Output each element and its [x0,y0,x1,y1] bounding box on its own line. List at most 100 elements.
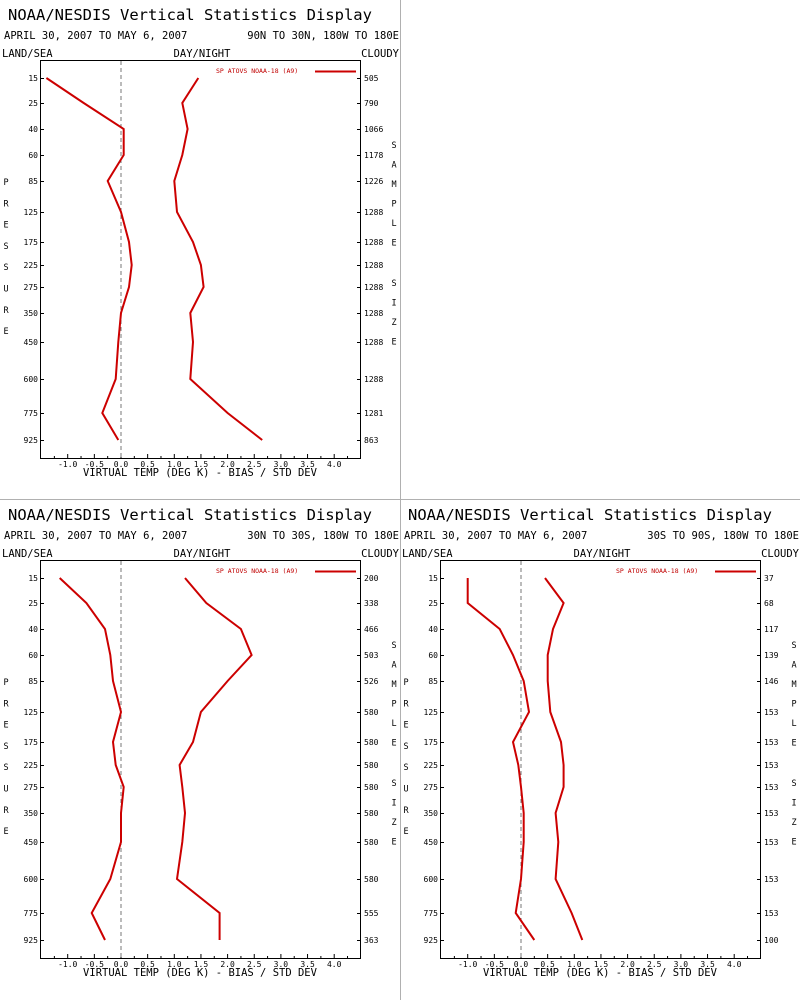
x-tick-label: 3.5 [300,460,315,469]
pressure-axis-letter: S [3,742,8,752]
sample-axis-letter: S [791,779,796,789]
sample-axis-letter: M [791,680,796,690]
pressure-axis-letter: E [3,327,8,337]
sample-axis-letter: E [391,338,396,348]
panel-title: NOAA/NESDIS Vertical Statistics Display [408,506,772,524]
pressure-tick-label: 25 [428,599,438,608]
sample-size-label: 139 [764,651,779,660]
pressure-tick-label: 600 [24,875,39,884]
date-range: APRIL 30, 2007 TO MAY 6, 2007 [4,30,187,42]
pressure-axis-letter: S [3,763,8,773]
sample-axis-letter: L [391,219,396,229]
sample-axis-letter: L [391,719,396,729]
pressure-tick-labels: 15 25 40 60 85 125 175 225 275 350 450 600 775 925 [24,74,44,445]
plot-frame [40,60,361,459]
sample-size-label: 503 [364,651,379,660]
sample-size-label: 153 [764,738,779,747]
pressure-axis-letter: P [3,178,8,188]
x-tick-label: 4.0 [327,460,342,469]
panel-30s-90s: NOAA/NESDIS Vertical Statistics Display … [402,506,800,979]
pressure-axis-letter: P [403,678,408,688]
x-tick-label: -1.0 [58,960,77,969]
sample-size-label: 338 [364,599,379,608]
pressure-tick-label: 350 [24,309,39,318]
sample-size-label: 580 [364,875,379,884]
sample-size-label: 505 [364,74,379,83]
x-axis-label: VIRTUAL TEMP (DEG K) - BIAS / STD DEV [83,967,318,979]
sample-axis-letter: A [391,161,396,171]
pressure-tick-label: 40 [428,625,438,634]
sample-size-label: 1288 [364,375,383,384]
pressure-tick-labels: 15 25 40 60 85 125 175 225 275 350 450 600 775 925 [424,574,444,945]
pressure-tick-label: 85 [428,677,438,686]
pressure-axis-letter: S [403,763,408,773]
sample-axis-letter: E [391,739,396,749]
sample-axis-letter: E [391,239,396,249]
pressure-tick-label: 40 [28,125,38,134]
sample-size-label: 153 [764,809,779,818]
sample-size-label: 580 [364,761,379,770]
pressure-tick-label: 60 [28,651,38,660]
x-tick-label: -1.0 [58,460,77,469]
pressure-tick-label: 450 [424,838,439,847]
sample-axis-letter: P [791,700,796,710]
std-dev-line [175,577,253,940]
date-range: APRIL 30, 2007 TO MAY 6, 2007 [404,530,587,542]
sample-axis-letter: Z [391,318,396,328]
x-tick-label: 0.5 [540,960,555,969]
cloudy-label: CLOUDY [361,48,400,60]
sample-size-label: 863 [364,436,379,445]
date-range: APRIL 30, 2007 TO MAY 6, 2007 [4,530,187,542]
region-label: 90N TO 30N, 180W TO 180E [247,30,399,42]
std-dev-line [173,77,263,441]
sample-size-label: 580 [364,738,379,747]
panel-30n-30s: NOAA/NESDIS Vertical Statistics Display … [2,506,400,979]
panel-90n-30n: NOAA/NESDIS Vertical Statistics Display … [2,6,400,479]
pressure-axis-label: P R E S S U R E [403,678,409,837]
pressure-tick-label: 125 [424,708,439,717]
sample-size-label: 1066 [364,125,383,134]
sample-axis-letter: E [791,739,796,749]
x-tick-labels: -1.0 -0.5 0.0 0.5 1.0 1.5 2.0 2.5 3.0 3.5 4.0 [53,954,349,969]
sample-size-label: 580 [364,708,379,717]
x-tick-label: 1.0 [167,460,182,469]
sample-size-label: 200 [364,574,379,583]
pressure-tick-label: 350 [424,809,439,818]
sample-size-label: 146 [764,677,779,686]
sample-axis-letter: I [391,299,396,309]
sample-size-label: 153 [764,761,779,770]
legend-label: SP ATOVS NOAA-18 (A9) [216,67,298,75]
sample-size-label: 153 [764,783,779,792]
sample-size-label: 580 [364,838,379,847]
pressure-tick-label: 15 [428,574,438,583]
pressure-tick-label: 125 [24,708,39,717]
x-tick-label: 0.5 [140,960,155,969]
sample-size-labels: 505 790 1066 1178 1226 1288 1288 1288 1288 1288 12… [357,74,383,445]
x-tick-label: 1.5 [194,960,209,969]
x-tick-label: 0.0 [114,960,129,969]
sample-size-label: 1178 [364,151,383,160]
sample-size-label: 1288 [364,208,383,217]
pressure-axis-letter: S [403,742,408,752]
pressure-axis-letter: R [3,199,9,209]
pressure-axis-letter: U [403,785,408,795]
x-tick-label: 3.0 [274,460,289,469]
x-tick-label: 2.0 [220,460,235,469]
land-sea-label: LAND/SEA [2,548,53,560]
cloudy-label: CLOUDY [361,548,400,560]
sample-axis-letter: S [391,641,396,651]
panel-title: NOAA/NESDIS Vertical Statistics Display [8,6,372,24]
pressure-tick-label: 600 [424,875,439,884]
sample-axis-letter: I [791,799,796,809]
sample-axis-letter: P [391,700,396,710]
x-tick-label: -0.5 [85,960,104,969]
sample-size-label: 1288 [364,283,383,292]
sample-axis-letter: Z [391,818,396,828]
pressure-tick-label: 40 [28,625,38,634]
pressure-tick-label: 450 [24,838,39,847]
pressure-tick-label: 275 [24,283,39,292]
x-tick-label: 4.0 [727,960,742,969]
